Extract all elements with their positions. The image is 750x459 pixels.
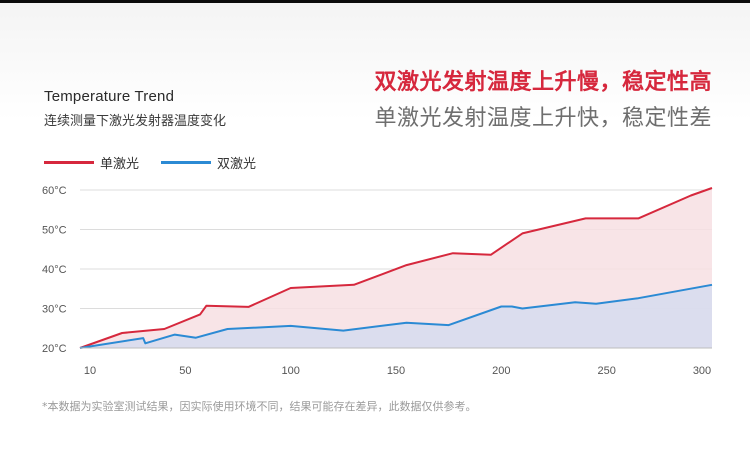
chart-legend: 单激光 双激光 [44,153,278,172]
legend-item-double: 双激光 [161,153,256,172]
x-tick-label: 150 [387,365,405,377]
x-tick-label: 300 [693,365,711,377]
x-tick-label: 50 [179,365,191,377]
line-double-laser [79,283,713,349]
y-tick-label: 30°C [42,304,67,316]
chart-title-en: Temperature Trend [44,88,175,105]
chart-title-block: Temperature Trend 连续测量下激光发射器温度变化 [44,88,226,129]
x-tick-label: 100 [281,365,299,377]
legend-swatch-single [44,161,94,164]
line-single-laser [79,187,713,349]
footnote: *本数据为实验室测试结果，因实际使用环境不同，结果可能存在差异，此数据仅供参考。 [42,400,477,413]
x-tick-label: 200 [492,365,510,377]
x-tick-label: 10 [84,365,96,377]
legend-item-single: 单激光 [44,153,139,172]
chart-title-cn: 连续测量下激光发射器温度变化 [44,114,227,129]
headline-double-laser: 双激光发射温度上升慢，稳定性高 [374,70,712,95]
headline-single-laser: 单激光发射温度上升快，稳定性差 [374,106,712,131]
top-bar [0,0,750,3]
y-tick-label: 20°C [42,343,67,355]
legend-label-double: 双激光 [217,157,257,172]
legend-swatch-double [161,161,212,164]
y-tick-label: 60°C [42,185,67,197]
x-tick-label: 250 [597,365,615,377]
area-double-laser [80,284,712,348]
y-tick-label: 50°C [42,225,67,237]
headline-block: 双激光发射温度上升慢，稳定性高 单激光发射温度上升快，稳定性差 [374,64,712,132]
legend-label-single: 单激光 [100,157,140,172]
y-tick-label: 40°C [42,264,67,276]
